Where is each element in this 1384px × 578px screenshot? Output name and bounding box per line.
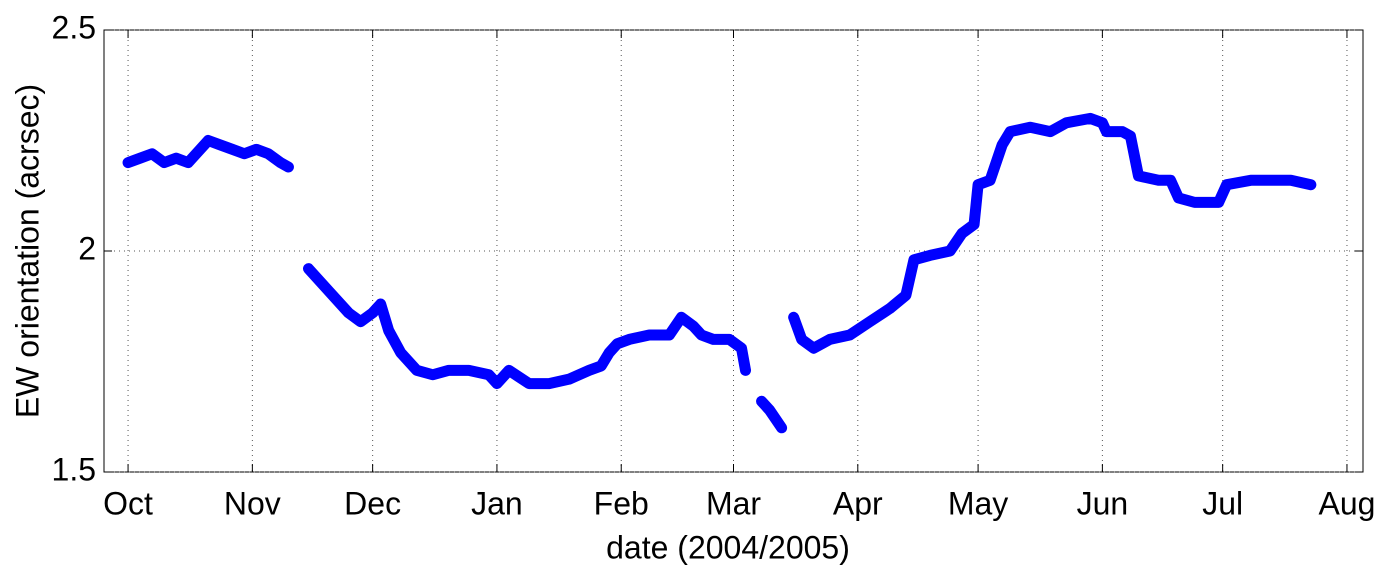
y-tick-label: 2.5 [52, 9, 96, 45]
x-tick-label: Jan [471, 485, 523, 521]
y-tick-label: 1.5 [52, 451, 96, 487]
x-axis-label: date (2004/2005) [606, 529, 850, 565]
x-tick-label: Jul [1202, 485, 1243, 521]
data-line [122, 135, 294, 173]
x-tick-label: Dec [344, 485, 401, 521]
x-tick-label: Apr [833, 485, 883, 521]
x-tick-label: May [948, 485, 1008, 521]
data-line [302, 263, 752, 390]
x-tick-label: Aug [1318, 485, 1375, 521]
y-tick-label: 2 [78, 230, 96, 266]
x-tick-label: Mar [706, 485, 761, 521]
data-line [788, 112, 1317, 354]
x-tick-label: Oct [103, 485, 153, 521]
y-axis-label: EW orientation (acrsec) [9, 84, 45, 418]
x-tick-label: Nov [224, 485, 281, 521]
data-line [756, 395, 788, 434]
x-tick-label: Feb [594, 485, 649, 521]
x-tick-label: Jun [1077, 485, 1129, 521]
